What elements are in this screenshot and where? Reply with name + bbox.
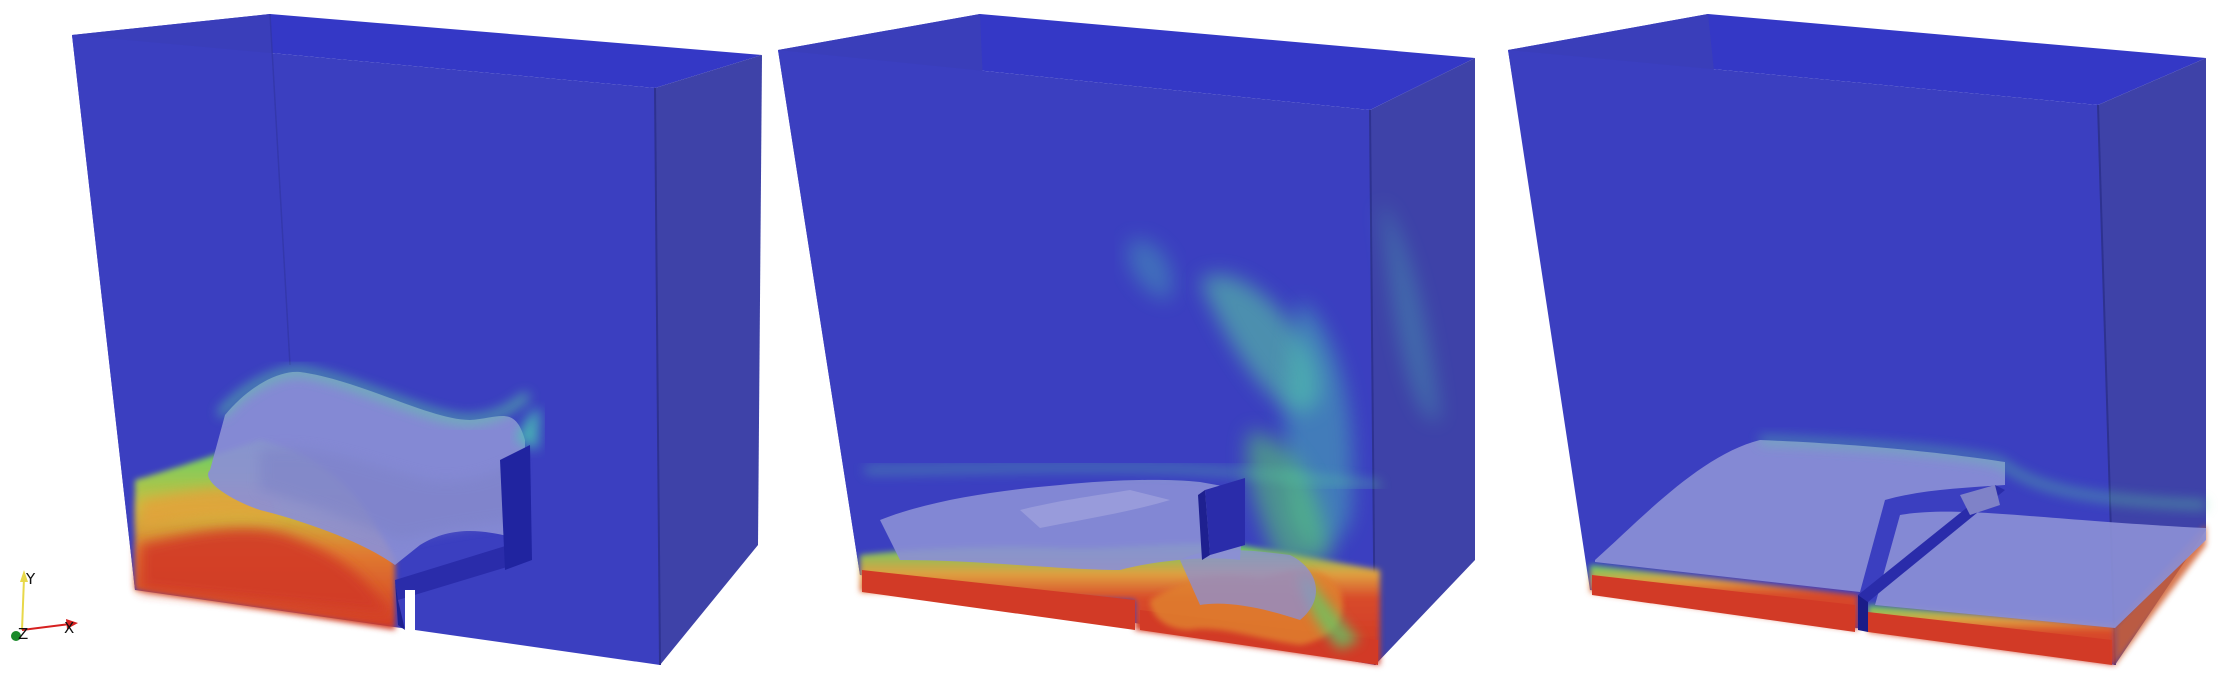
obstacle — [1858, 485, 2005, 602]
spray-wisp — [1380, 200, 1440, 421]
free-surface — [1595, 440, 2005, 592]
z-axis-label: Z — [18, 625, 28, 643]
panel-3 — [1508, 14, 2207, 666]
domain-right-face — [655, 55, 762, 665]
splash-tip — [515, 409, 540, 450]
fluid-red-base — [862, 570, 1135, 630]
x-axis-arrow — [66, 619, 78, 629]
y-axis-line — [21, 577, 25, 631]
obstacle-top — [1960, 485, 2000, 515]
x-axis-label: X — [64, 619, 74, 637]
axes-triad: Y X Z — [11, 570, 78, 643]
surface-ridge — [1020, 490, 1170, 528]
obstacle-front — [395, 580, 405, 630]
obstacle-face — [1858, 595, 1868, 632]
panel-2 — [778, 14, 1475, 666]
surface-glow — [1759, 436, 2207, 509]
free-surface-broken — [1180, 550, 1317, 620]
edge-line — [654, 87, 661, 666]
z-axis-dot — [11, 631, 21, 641]
fluid-red-base — [1868, 612, 2112, 665]
obstacle — [395, 540, 530, 600]
y-axis-arrow — [20, 570, 28, 582]
free-surface-shade — [260, 447, 520, 540]
domain-right-face — [2098, 58, 2206, 665]
free-surface — [1875, 511, 2206, 628]
spray-column — [1247, 430, 1330, 570]
obstacle — [1205, 478, 1245, 555]
surface-glow — [216, 367, 531, 425]
obstacle-side — [500, 445, 532, 570]
obstacle-lower — [405, 590, 415, 630]
y-axis-label: Y — [25, 570, 36, 588]
x-axis-line — [21, 623, 71, 631]
spray-plume — [1128, 239, 1173, 300]
edge-line — [269, 13, 291, 366]
fluid-red-base — [1592, 575, 1855, 632]
fluid-red-core — [140, 528, 390, 615]
surface-glow — [864, 464, 1381, 488]
obstacle-side — [1198, 490, 1210, 560]
panel-1 — [72, 13, 762, 666]
